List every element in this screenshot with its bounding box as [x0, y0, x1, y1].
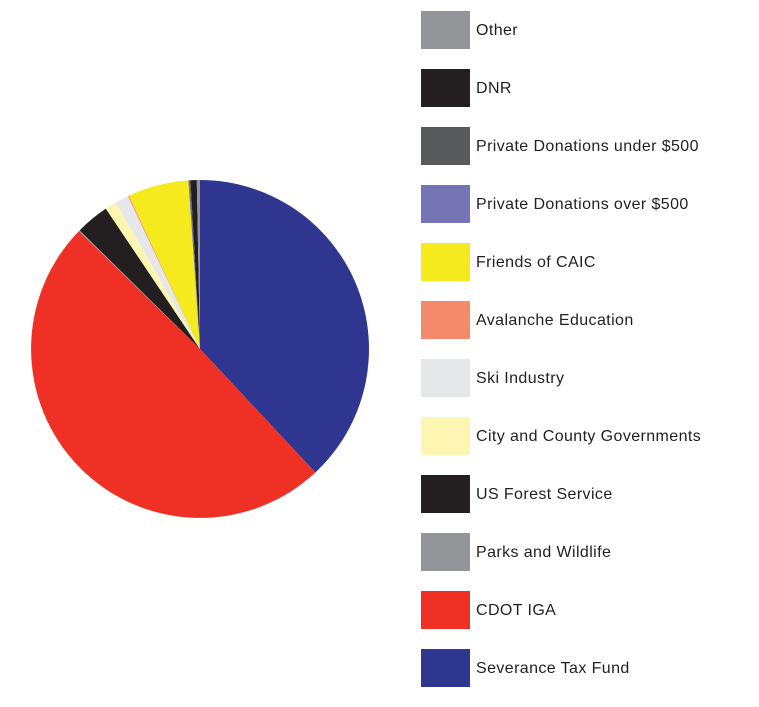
legend-swatch	[421, 69, 470, 107]
pie-slice-private-donations-over-500	[188, 180, 200, 349]
legend-label: CDOT IGA	[476, 602, 557, 619]
legend-label: Avalanche Education	[476, 312, 634, 329]
pie-slice-severance-tax-fund	[200, 180, 369, 473]
legend-swatch	[421, 591, 470, 629]
legend-label: Private Donations under $500	[476, 138, 699, 155]
pie-slice-us-forest-service	[79, 208, 200, 349]
pie-slice-ski-industry	[115, 196, 200, 349]
legend-item: Severance Tax Fund	[421, 649, 759, 707]
pie-slice-city-and-county-governments	[105, 202, 200, 349]
legend-label: Private Donations over $500	[476, 196, 689, 213]
legend-swatch	[421, 533, 470, 571]
pie-slice-dnr	[190, 180, 200, 349]
legend-item: CDOT IGA	[421, 591, 759, 649]
legend-swatch	[421, 359, 470, 397]
legend-label: Severance Tax Fund	[476, 660, 630, 677]
pie-chart	[31, 180, 369, 518]
legend-label: Parks and Wildlife	[476, 544, 612, 561]
legend-item: Friends of CAIC	[421, 243, 759, 301]
legend-swatch	[421, 185, 470, 223]
pie-slice-other	[196, 180, 200, 349]
legend-item: Ski Industry	[421, 359, 759, 417]
legend-swatch	[421, 301, 470, 339]
legend-label: Other	[476, 22, 519, 39]
legend-item: Private Donations under $500	[421, 127, 759, 185]
legend-item: Avalanche Education	[421, 301, 759, 359]
legend-swatch	[421, 475, 470, 513]
pie-slice-cdot-iga	[31, 231, 316, 518]
legend-item: US Forest Service	[421, 475, 759, 533]
legend-item: Parks and Wildlife	[421, 533, 759, 591]
legend-swatch	[421, 417, 470, 455]
legend-item: City and County Governments	[421, 417, 759, 475]
legend-label: Ski Industry	[476, 370, 565, 387]
legend-swatch	[421, 127, 470, 165]
legend-swatch	[421, 11, 470, 49]
legend-swatch	[421, 649, 470, 687]
pie-slice-parks-and-wildlife	[78, 230, 200, 349]
legend-label: Friends of CAIC	[476, 254, 596, 271]
pie-slice-avalanche-education	[127, 195, 200, 349]
chart-legend: Other DNR Private Donations under $500 Priv…	[421, 11, 759, 707]
legend-label: DNR	[476, 80, 512, 97]
legend-item: Other	[421, 11, 759, 69]
pie-slice-private-donations-under-500	[189, 180, 200, 349]
legend-label: US Forest Service	[476, 486, 613, 503]
legend-item: Private Donations over $500	[421, 185, 759, 243]
legend-label: City and County Governments	[476, 428, 702, 445]
legend-item: DNR	[421, 69, 759, 127]
pie-slice-friends-of-caic	[128, 180, 200, 349]
legend-swatch	[421, 243, 470, 281]
